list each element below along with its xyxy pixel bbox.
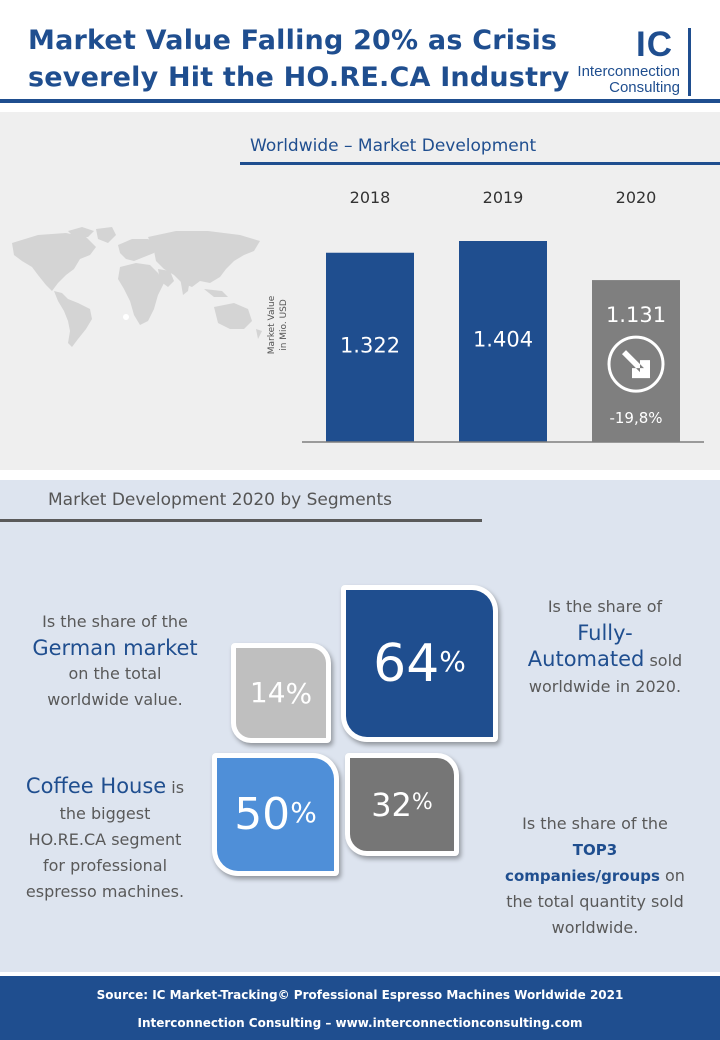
header-rule <box>0 99 720 103</box>
text-line: Is the share of the <box>42 612 188 631</box>
text-line: Is the share of the <box>522 814 668 833</box>
header <box>0 0 720 110</box>
top3-text: Is the share of the TOP3 companies/group… <box>490 811 700 941</box>
logo-text-1: Interconnection <box>577 63 680 80</box>
category-label: 2019 <box>483 188 524 207</box>
text-highlight: Automated <box>527 647 645 671</box>
footer <box>0 976 720 1040</box>
title-line-1: Market Value Falling 20% as Crisis <box>28 25 558 56</box>
text-line: HO.RE.CA segment <box>28 830 182 849</box>
section-title-segments: Market Development 2020 by Segments <box>48 490 392 510</box>
page-title: Market Value Falling 20% as Crisis sever… <box>28 22 570 96</box>
text-line: espresso machines. <box>25 882 185 901</box>
percent-sign: % <box>285 676 313 710</box>
bar-2018 <box>326 252 414 442</box>
text-highlight: companies/groups <box>505 867 660 885</box>
text-line: the total quantity sold <box>506 892 684 911</box>
world-map-icon <box>12 227 262 347</box>
text-highlight: TOP3 <box>572 841 618 859</box>
logo-mark: IC <box>636 25 673 64</box>
section-title-worldwide: Worldwide – Market Development <box>250 136 537 156</box>
text-highlight: German market <box>32 636 198 660</box>
text-line: worldwide value. <box>47 690 183 709</box>
percent-sign: % <box>439 645 466 678</box>
fully-automated-share-box: 64% <box>341 585 498 742</box>
title-line-2: severely Hit the HO.RE.CA Industry <box>28 62 570 93</box>
top3-share-value: 32 <box>371 785 412 824</box>
data-label: 1.131 <box>606 303 666 327</box>
bar-2019 <box>459 241 547 442</box>
text-line: the biggest <box>59 804 151 823</box>
y-axis-label: Market Value <box>267 295 277 354</box>
percent-sign: % <box>290 796 317 829</box>
data-label: 1.404 <box>473 327 533 351</box>
coffee-house-share-box: 50% <box>212 753 339 876</box>
coffee-house-text: Coffee House is the biggest HO.RE.CA seg… <box>15 773 195 905</box>
category-label: 2018 <box>350 188 391 207</box>
percent-sign: % <box>411 790 433 815</box>
data-label: 1.322 <box>340 333 400 357</box>
logo-bar <box>688 28 691 96</box>
section-rule <box>240 162 720 165</box>
text-line: on the total <box>68 664 162 683</box>
text-line: sold <box>644 651 683 670</box>
contact-text: Interconnection Consulting – www.interco… <box>137 1016 583 1030</box>
fully-automated-share-value: 64 <box>373 633 440 694</box>
text-line: is <box>166 778 185 797</box>
bar-chart: Market Value in Mio. USD 2018 1.322 2019 1.40… <box>267 188 704 443</box>
change-icon-ring <box>607 335 665 393</box>
source-text: Source: IC Market-Tracking© Professional… <box>96 988 624 1002</box>
section-rule-segments <box>0 519 482 522</box>
text-line: Is the share of <box>547 597 663 616</box>
german-share-box: 14% <box>231 643 331 743</box>
text-highlight: Coffee House <box>25 774 167 798</box>
german-share-value: 14 <box>249 676 286 709</box>
text-line: on <box>659 866 685 885</box>
y-axis-label-units: in Mio. USD <box>279 299 289 351</box>
text-line: for professional <box>42 856 168 875</box>
fully-automated-text: Is the share of Fully- Automated sold wo… <box>505 594 705 700</box>
text-highlight: Fully- <box>577 621 633 645</box>
coffee-house-share-value: 50 <box>234 788 291 840</box>
text-line: worldwide in 2020. <box>528 677 682 696</box>
top3-share-box: 32% <box>345 753 459 856</box>
text-line: worldwide. <box>551 918 639 937</box>
change-label: -19,8% <box>609 409 662 427</box>
category-label: 2020 <box>616 188 657 207</box>
logo-text-2: Consulting <box>609 79 680 96</box>
arrow-down-right-icon <box>622 350 650 379</box>
german-market-text: Is the share of the German market on the… <box>15 609 215 713</box>
